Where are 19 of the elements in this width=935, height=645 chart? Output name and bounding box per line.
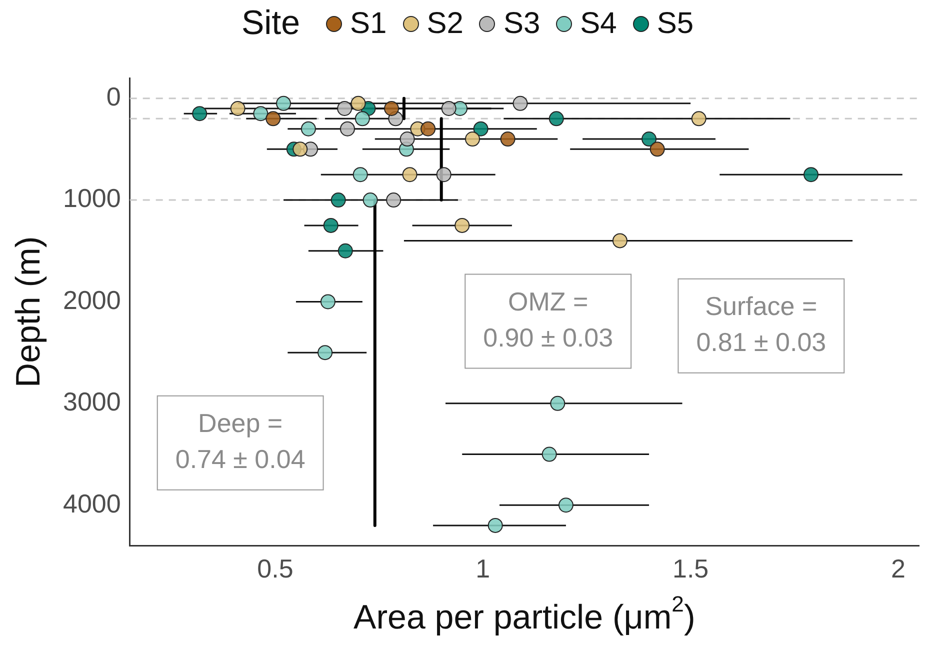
x-tick-label: 0.5 (257, 554, 294, 584)
y-tick-label: 1000 (62, 183, 121, 214)
x-tick-label: 1 (476, 554, 490, 584)
annotation: Deep = 0.74 ± 0.04 (175, 408, 306, 474)
annotation: Surface = 0.81 ± 0.03 (696, 291, 826, 358)
legend-title: Site (241, 4, 300, 43)
x-tick-label: 2 (891, 554, 906, 584)
x-tick-label: 1.5 (672, 554, 709, 584)
y-tick-label: 4000 (62, 488, 121, 518)
legend-label: S1 (350, 6, 387, 40)
y-tick-label: 0 (106, 82, 121, 112)
legend-label: S3 (503, 6, 540, 40)
annotation: OMZ = 0.90 ± 0.03 (483, 286, 614, 352)
legend-label: S4 (580, 6, 617, 40)
legend-label: S5 (656, 6, 694, 40)
y-tick-label: 3000 (62, 386, 121, 417)
y-tick-label: 2000 (62, 284, 121, 315)
legend-label: S2 (426, 6, 464, 40)
y-axis-title: Depth (m) (9, 236, 48, 388)
